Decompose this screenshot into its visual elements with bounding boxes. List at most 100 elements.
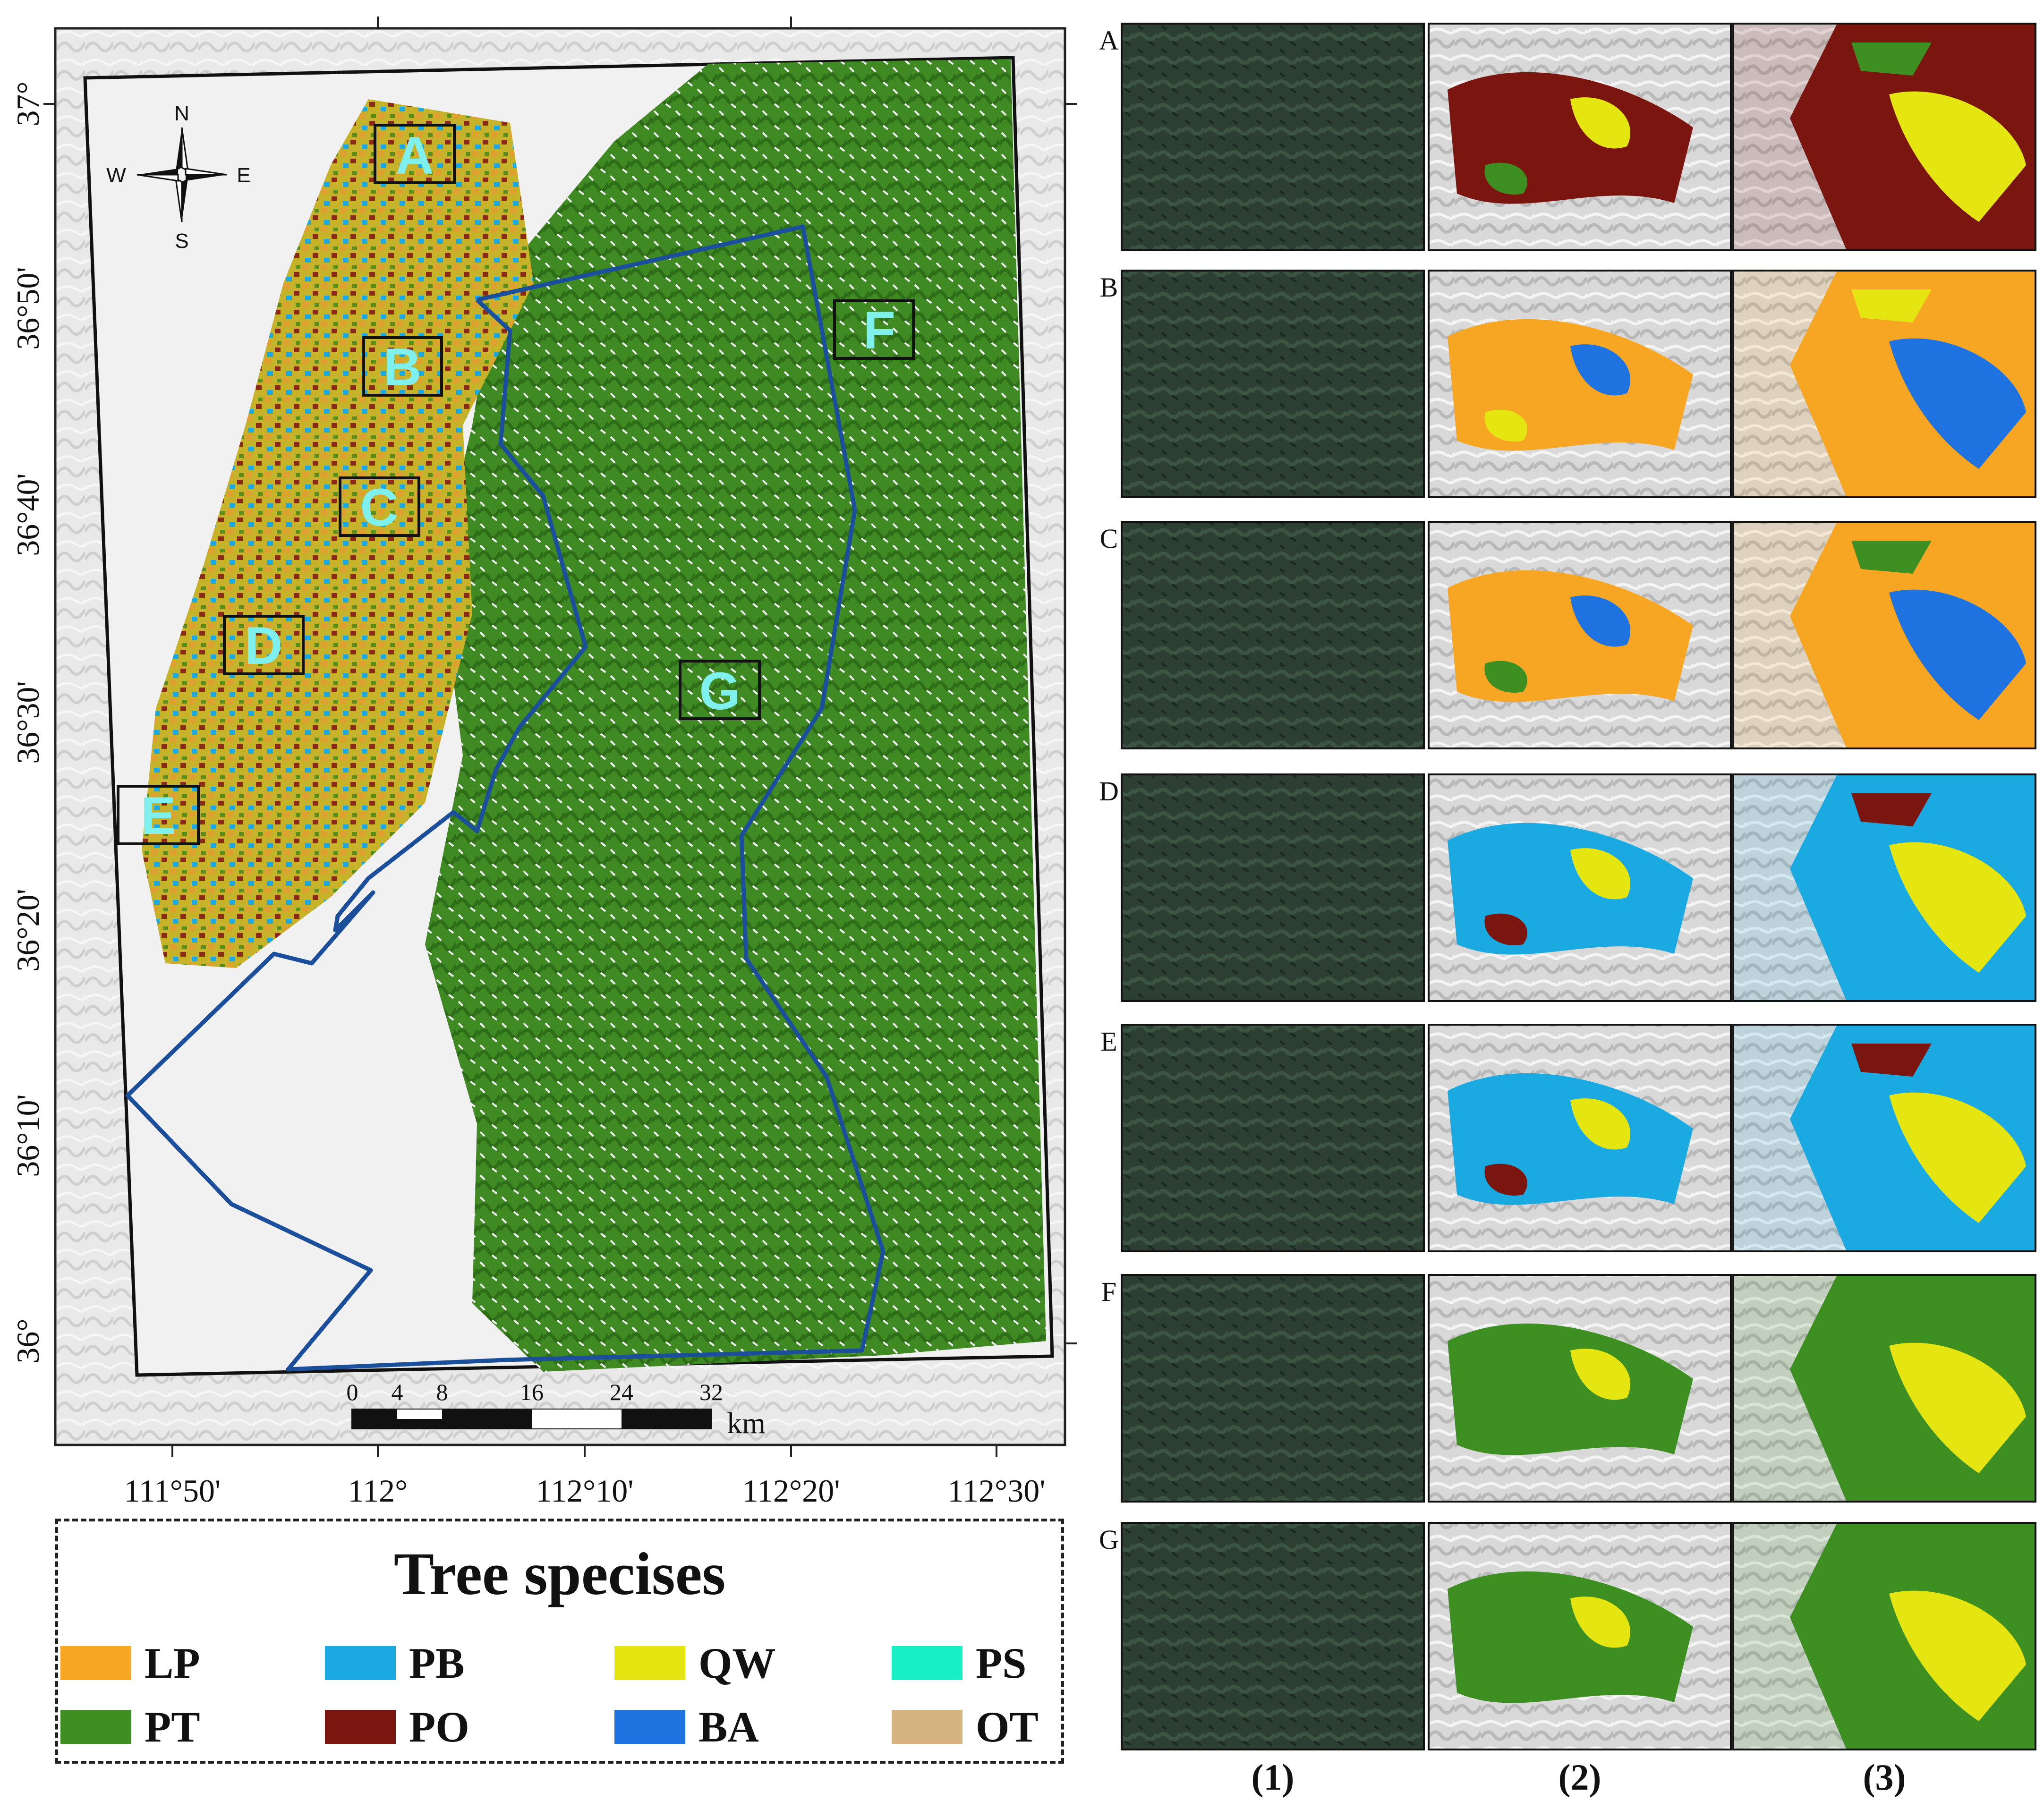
satellite-panel	[1121, 270, 1425, 498]
classification-panel	[1732, 1274, 2036, 1503]
compass-n: N	[174, 102, 189, 125]
panel-grid: A B C D E F G	[1099, 23, 2036, 1750]
legend-swatch	[325, 1710, 396, 1744]
region-box-g[interactable]: G	[679, 660, 761, 721]
scale-unit: km	[727, 1406, 766, 1440]
region-label: A	[396, 126, 434, 185]
legend-swatch	[325, 1646, 396, 1680]
classification-panel	[1732, 1024, 2036, 1252]
lat-label: 36°50'	[10, 267, 46, 349]
reference-panel	[1428, 270, 1732, 498]
classification-panel	[1732, 521, 2036, 749]
lat-label: 36°20'	[10, 889, 46, 971]
classification-panel	[1732, 1522, 2036, 1750]
lon-label: 112°10'	[536, 1473, 634, 1509]
region-label: F	[863, 301, 895, 360]
legend-label: PT	[145, 1703, 200, 1751]
region-box-f[interactable]: F	[833, 299, 915, 360]
satellite-panel	[1121, 1274, 1425, 1503]
legend-item-po: PO	[325, 1703, 469, 1751]
legend-label: OT	[976, 1703, 1039, 1751]
lon-label: 112°20'	[742, 1473, 840, 1509]
reference-panel	[1428, 1522, 1732, 1750]
satellite-panel	[1121, 23, 1425, 251]
scale-tick: 8	[436, 1379, 448, 1405]
panel-row-label: A	[1099, 25, 1119, 56]
scale-tick: 32	[699, 1379, 723, 1405]
legend-item-ba: BA	[614, 1703, 759, 1751]
map-frame	[54, 27, 1066, 1446]
column-label: (3)	[1863, 1757, 1906, 1798]
forest-cover	[425, 59, 1046, 1372]
compass-s: S	[175, 229, 188, 253]
compass-w: W	[106, 164, 126, 187]
legend-swatch	[614, 1646, 685, 1680]
scale-tick: 16	[520, 1379, 544, 1405]
panel-row-label: D	[1099, 776, 1119, 807]
latitude-axis: 37° 36°50' 36°40' 36°30' 36°20' 36°10' 3…	[10, 81, 1077, 1364]
study-area-map: 111°50' 112° 112°10' 112°20' 112°30' 37°…	[10, 17, 1077, 1509]
panel-row-label: F	[1101, 1276, 1116, 1307]
reference-panel	[1428, 521, 1732, 749]
lon-label: 112°	[348, 1473, 408, 1509]
classification-panel	[1732, 270, 2036, 498]
administrative-boundary	[125, 224, 886, 1372]
legend-swatch	[892, 1646, 962, 1680]
classification-panel	[1732, 23, 2036, 251]
scale-tick: 24	[610, 1379, 633, 1405]
satellite-panel	[1121, 1024, 1425, 1252]
lat-label: 36°40'	[10, 473, 46, 556]
region-box-b[interactable]: B	[362, 336, 443, 397]
legend-label: PS	[976, 1639, 1027, 1687]
region-label: D	[245, 616, 283, 675]
region-label: G	[699, 662, 740, 721]
compass-e: E	[237, 164, 250, 187]
longitude-axis: 111°50' 112° 112°10' 112°20' 112°30'	[124, 17, 1046, 1509]
legend-item-pt: PT	[60, 1703, 200, 1751]
legend-swatch	[614, 1710, 685, 1744]
column-label: (2)	[1559, 1757, 1601, 1798]
legend-label: PO	[409, 1703, 469, 1751]
region-box-d[interactable]: D	[223, 615, 305, 675]
reference-panel	[1428, 1024, 1732, 1252]
legend-label: QW	[698, 1639, 776, 1687]
legend-item-ps: PS	[892, 1639, 1026, 1687]
legend-label: BA	[698, 1703, 759, 1751]
satellite-panel	[1121, 773, 1425, 1002]
region-box-e[interactable]: E	[117, 785, 200, 845]
region-box-c[interactable]: C	[339, 476, 420, 537]
region-label: C	[360, 478, 399, 537]
legend-item-lp: LP	[60, 1639, 200, 1687]
panel-row-label: E	[1100, 1026, 1117, 1057]
mixed-species-belt	[142, 99, 534, 968]
reference-panel	[1428, 23, 1732, 251]
legend-item-pb: PB	[325, 1639, 465, 1687]
lon-label: 111°50'	[124, 1473, 221, 1509]
reference-panel	[1428, 773, 1732, 1002]
north-arrow-icon: N S E W	[106, 102, 250, 253]
reference-panel	[1428, 1274, 1732, 1503]
scale-tick: 4	[392, 1379, 403, 1405]
satellite-panel	[1121, 521, 1425, 749]
scale-tick: 0	[347, 1379, 358, 1405]
lat-label: 37°	[10, 81, 46, 126]
lat-label: 36°	[10, 1318, 46, 1363]
legend-title: Tree specises	[393, 1540, 726, 1607]
satellite-panel	[1121, 1522, 1425, 1750]
legend-swatch	[60, 1710, 131, 1744]
legend-label: LP	[145, 1639, 200, 1687]
classification-panel	[1732, 773, 2036, 1002]
lon-label: 112°30'	[948, 1473, 1046, 1509]
panel-row-label: C	[1100, 523, 1118, 554]
panel-row-label: G	[1099, 1524, 1119, 1555]
legend-item-ot: OT	[892, 1703, 1039, 1751]
legend-label: PB	[409, 1639, 465, 1687]
lat-label: 36°10'	[10, 1094, 46, 1177]
legend-item-qw: QW	[614, 1639, 776, 1687]
scale-bar: 0 4 8 16 24 32 km	[347, 1379, 766, 1440]
column-label: (1)	[1252, 1757, 1295, 1798]
legend-swatch	[892, 1710, 962, 1744]
region-box-a[interactable]: A	[374, 124, 456, 185]
